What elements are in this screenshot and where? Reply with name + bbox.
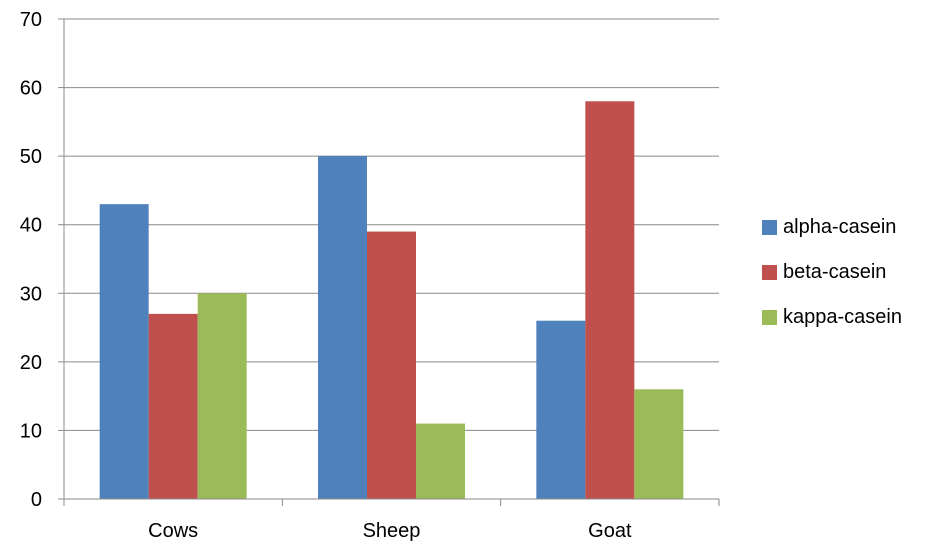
bar-beta-casein-cows	[148, 313, 198, 499]
bar-beta-casein-sheep	[367, 231, 416, 500]
legend-label: kappa-casein	[783, 306, 902, 328]
bar-kappa-casein-goat	[634, 389, 684, 499]
bar-alpha-casein-cows	[99, 204, 149, 499]
legend-item-alpha-casein: alpha-casein	[762, 216, 902, 239]
y-tick-label: 20	[20, 352, 42, 374]
y-tick-label: 40	[20, 215, 42, 237]
bar-kappa-casein-cows	[197, 293, 247, 499]
bar-alpha-casein-goat	[536, 320, 586, 499]
legend-label: beta-casein	[783, 261, 887, 283]
bar-alpha-casein-sheep	[318, 156, 367, 499]
legend-swatch	[762, 220, 777, 235]
axes	[63, 19, 719, 500]
y-axis-ticks: 0 10 20 30 40 50 60 70	[20, 9, 64, 511]
legend-item-beta-casein: beta-casein	[762, 261, 902, 284]
x-tick-label: Goat	[588, 520, 632, 542]
x-tick-label: Cows	[148, 520, 198, 542]
legend: alpha-casein beta-casein kappa-casein	[762, 216, 902, 351]
legend-label: alpha-casein	[783, 216, 897, 238]
legend-swatch	[762, 265, 777, 280]
x-axis-ticks: Cows Sheep Goat	[63, 499, 720, 542]
legend-item-kappa-casein: kappa-casein	[762, 306, 902, 329]
y-tick-label: 70	[20, 9, 42, 31]
y-tick-label: 50	[20, 146, 42, 168]
bar-kappa-casein-sheep	[416, 423, 465, 499]
bars	[99, 101, 684, 500]
x-tick-label: Sheep	[363, 520, 421, 542]
y-tick-label: 0	[31, 489, 42, 511]
legend-swatch	[762, 310, 777, 325]
bar-beta-casein-goat	[585, 101, 635, 500]
y-tick-label: 10	[20, 420, 42, 442]
y-tick-label: 60	[20, 78, 42, 100]
y-tick-label: 30	[20, 283, 42, 305]
